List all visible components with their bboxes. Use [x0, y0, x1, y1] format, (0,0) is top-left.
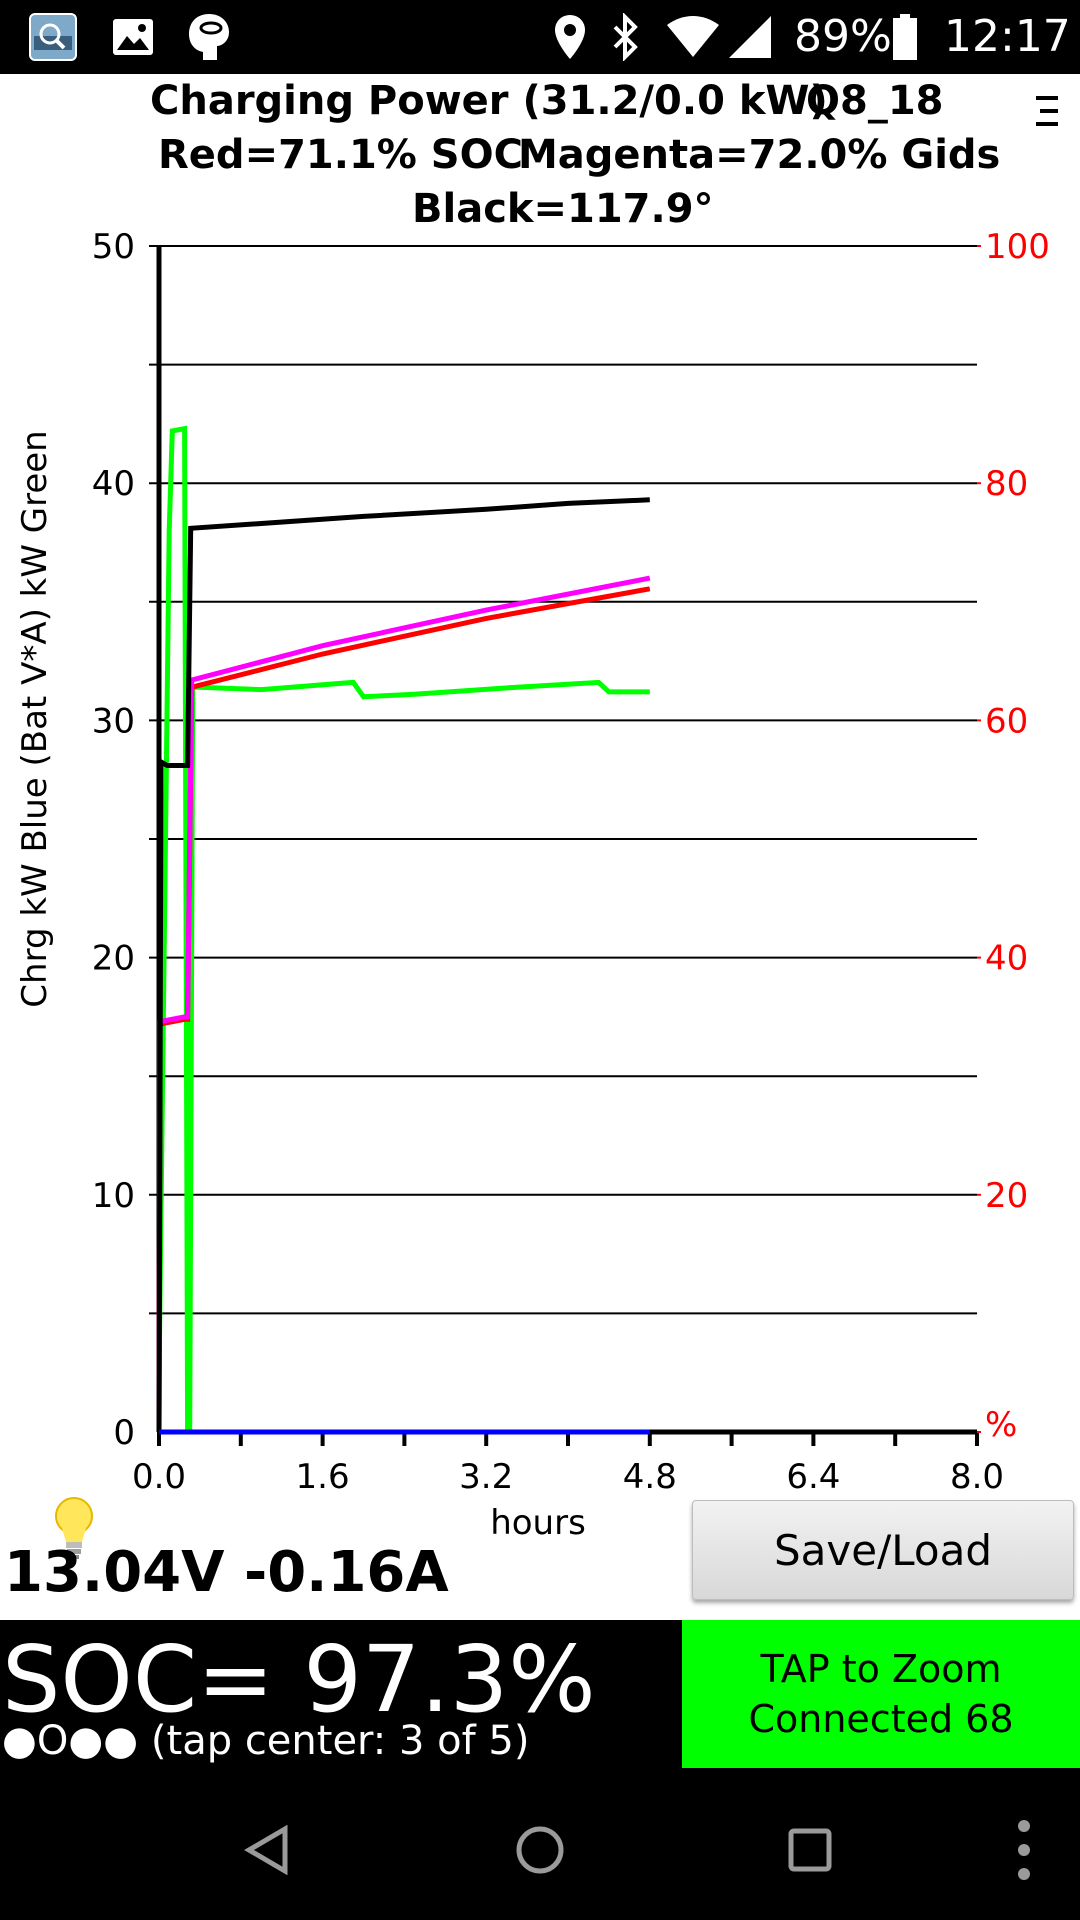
- leafspy-icon: [184, 0, 234, 74]
- menu-icon[interactable]: [1032, 92, 1062, 132]
- y-tick-label: 10: [92, 1176, 135, 1216]
- status-bar: 89% 12:17: [0, 0, 1080, 74]
- overflow-icon[interactable]: [984, 1810, 1064, 1890]
- y-tick-label: 20: [92, 939, 135, 979]
- cell-signal-icon: [726, 0, 774, 74]
- soc-value: SOC= 97.3%: [2, 1626, 596, 1733]
- gallery-icon: [108, 0, 158, 74]
- y2-tick-label: 60: [985, 701, 1028, 741]
- lightbulb-icon[interactable]: [48, 1494, 100, 1560]
- y2-tick-label: 80: [985, 464, 1028, 504]
- x-tick-label: 1.6: [296, 1457, 350, 1497]
- x-tick-label: 0.0: [132, 1457, 186, 1497]
- zoom-label: TAP to Zoom: [760, 1647, 1002, 1691]
- battery-percent: 89%: [794, 11, 892, 62]
- bluetooth-icon: [606, 0, 646, 74]
- back-icon[interactable]: [228, 1810, 308, 1890]
- y-tick-label: 40: [92, 464, 135, 504]
- wifi-icon: [664, 0, 722, 74]
- connection-status: Connected 68: [748, 1697, 1014, 1741]
- location-icon: [550, 0, 590, 74]
- battery-icon: [890, 0, 920, 74]
- home-icon[interactable]: [500, 1810, 580, 1890]
- y-axis-label: Chrg kW Blue (Bat V*A) kW Green: [15, 430, 55, 1007]
- series-line: [156, 497, 650, 1433]
- soc-panel[interactable]: SOC= 97.3% ●O●● (tap center: 3 of 5) TAP…: [0, 1620, 1080, 1770]
- y2-tick-label: 40: [985, 939, 1028, 979]
- series-line: [156, 575, 651, 1433]
- charging-chart[interactable]: 0 10 20 30 40 50% 20 40 60 80 100 0.0 1.6 3.2 4.8 6.4 8.…: [0, 230, 1080, 1560]
- tap-center-indicator: ●O●● (tap center: 3 of 5): [2, 1718, 530, 1764]
- y2-tick-label: 100: [985, 230, 1050, 267]
- save-load-button[interactable]: Save/Load: [692, 1500, 1074, 1600]
- gids-legend: Magenta=72.0% Gids: [518, 132, 1001, 178]
- x-tick-label: 3.2: [459, 1457, 513, 1497]
- y-tick-label: 30: [92, 701, 135, 741]
- x-tick-label: 6.4: [786, 1457, 840, 1497]
- y2-tick-label: %: [985, 1405, 1017, 1445]
- soc-legend: Red=71.1% SOC: [158, 132, 523, 178]
- y2-tick-label: 20: [985, 1176, 1028, 1216]
- temperature-legend: Black=117.9°: [412, 186, 714, 232]
- x-axis-label: hours: [490, 1503, 586, 1543]
- x-tick-label: 4.8: [623, 1457, 677, 1497]
- navigation-bar: [0, 1770, 1080, 1920]
- x-tick-label: 8.0: [950, 1457, 1004, 1497]
- voltage-current-readout: 13.04V -0.16A: [4, 1540, 449, 1605]
- series-line: [156, 586, 651, 1433]
- chart-title: Charging Power (31.2/0.0 kW): [150, 78, 828, 124]
- tap-to-zoom-box[interactable]: TAP to Zoom Connected 68: [682, 1620, 1080, 1768]
- app-notification-icon: [26, 0, 80, 74]
- clock: 12:17: [944, 11, 1071, 62]
- series-line: [156, 425, 650, 1435]
- car-id: Q8_18: [806, 78, 944, 124]
- y-tick-label: 0: [113, 1413, 135, 1453]
- y-tick-label: 50: [92, 230, 135, 267]
- recents-icon[interactable]: [770, 1810, 850, 1890]
